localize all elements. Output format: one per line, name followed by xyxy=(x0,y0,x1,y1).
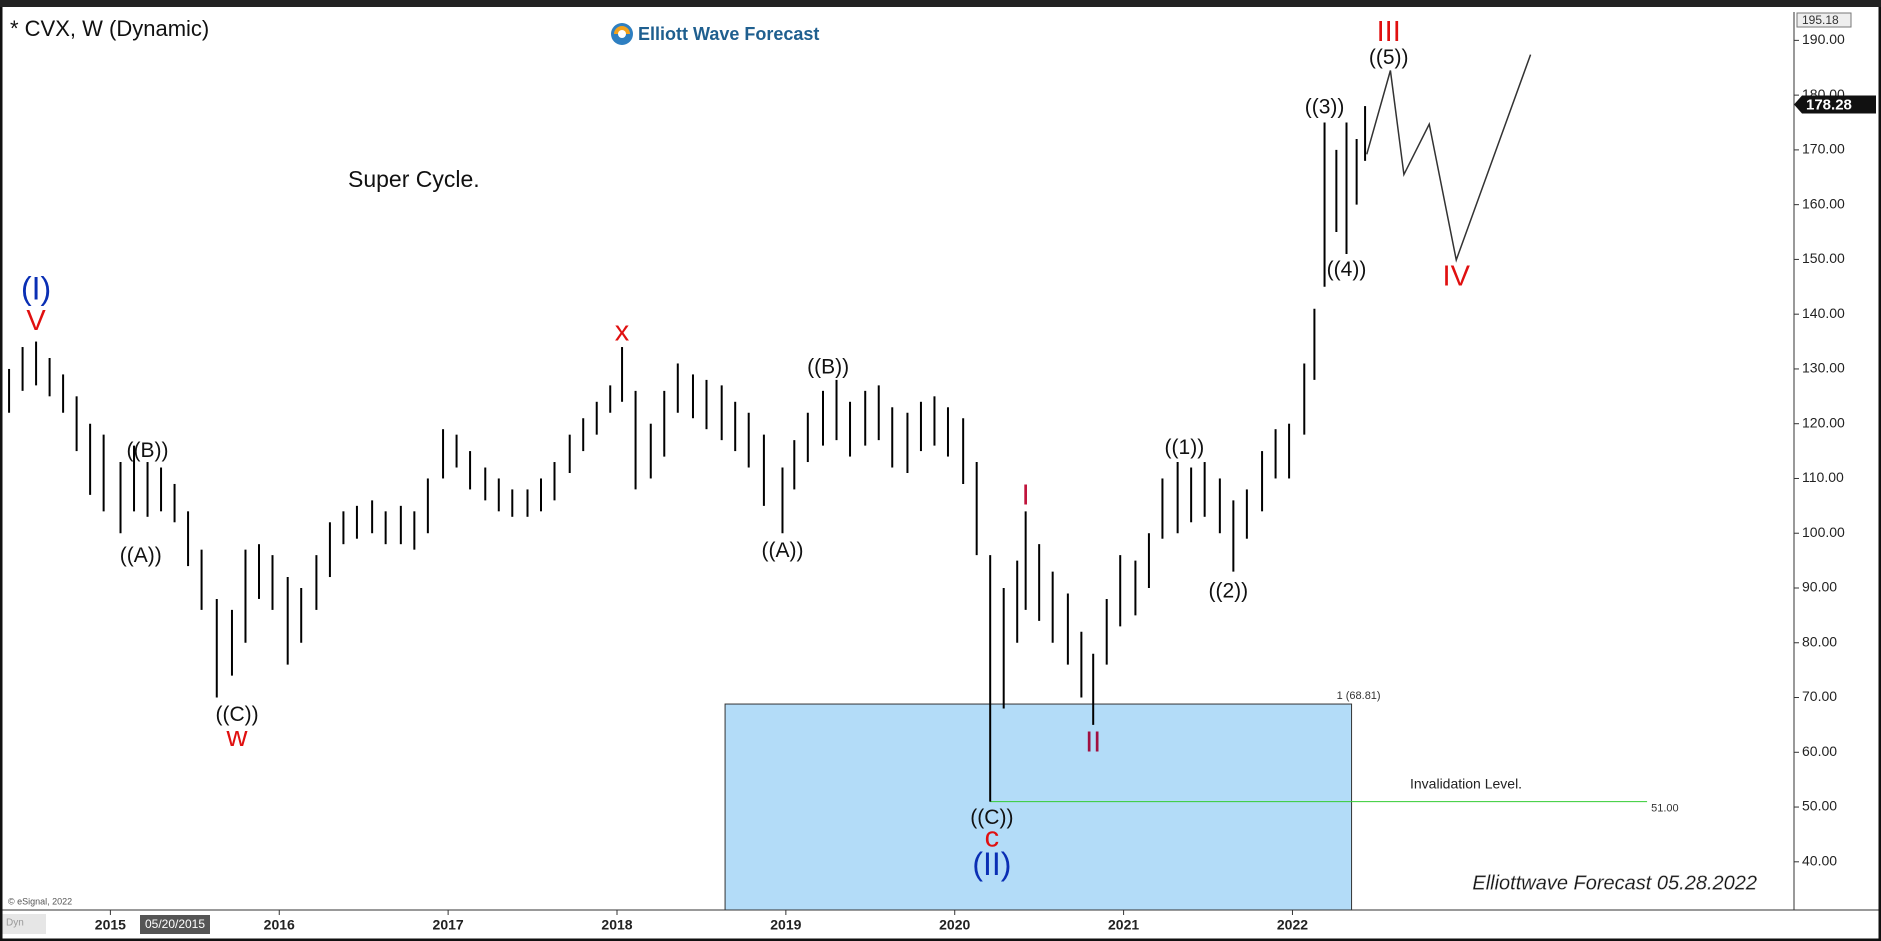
zone-label: 1 (68.81) xyxy=(1337,690,1381,702)
logo-icon-core xyxy=(618,30,626,38)
y-tick-label: 120.00 xyxy=(1802,414,1845,430)
last-price-label: 178.28 xyxy=(1806,97,1852,114)
wave-label: ((B)) xyxy=(127,439,169,462)
logo: Elliott Wave Forecast xyxy=(611,23,819,45)
invalidation-text: Invalidation Level. xyxy=(1410,775,1522,791)
x-tick-label: 2022 xyxy=(1277,917,1308,933)
footer: Elliottwave Forecast 05.28.2022 xyxy=(1472,872,1757,894)
y-tick-label: 170.00 xyxy=(1802,141,1845,157)
range-box xyxy=(1796,12,1852,28)
cursor-date: 05/20/2015 xyxy=(145,917,205,931)
wave-label: (I) xyxy=(21,271,51,307)
projection-path xyxy=(1366,54,1532,263)
x-tick-label: 2018 xyxy=(601,917,632,933)
y-tick-label: 190.00 xyxy=(1802,31,1845,47)
top-bar xyxy=(0,0,1881,7)
y-tick-label: 100.00 xyxy=(1802,524,1845,540)
target-zone xyxy=(724,703,1353,911)
y-tick-label: 40.00 xyxy=(1802,853,1837,869)
x-tick-label: 2015 xyxy=(95,917,126,933)
wave-label: ((C)) xyxy=(215,703,258,726)
last-price-badge xyxy=(1794,95,1876,114)
plot-area: 1 (68.81) Invalidation Level. 51.00 40.00 50… xyxy=(0,12,1881,933)
y-tick-label: 80.00 xyxy=(1802,633,1837,649)
wave-label: x xyxy=(615,315,630,347)
cursor-date-box xyxy=(140,915,210,934)
y-tick-label: 160.00 xyxy=(1802,195,1845,211)
y-tick-label: 150.00 xyxy=(1802,250,1845,266)
wave-label: II xyxy=(1085,727,1101,759)
x-tick-label: 2016 xyxy=(264,917,295,933)
x-tick-label: 2017 xyxy=(433,917,464,933)
wave-label: ((1)) xyxy=(1165,436,1205,459)
wave-label: ((C)) xyxy=(970,806,1013,829)
copyright: © eSignal, 2022 xyxy=(8,896,72,906)
wave-label: V xyxy=(26,305,46,337)
logo-text: Elliott Wave Forecast xyxy=(638,24,819,44)
wave-label: (II) xyxy=(972,846,1011,882)
wave-label: I xyxy=(1022,480,1030,512)
wave-label: ((A)) xyxy=(761,539,803,562)
y-tick-label: 50.00 xyxy=(1802,798,1837,814)
x-tick-label: 2020 xyxy=(939,917,970,933)
x-tick-label: 2019 xyxy=(770,917,801,933)
x-tick-label: 2021 xyxy=(1108,917,1139,933)
wave-label: ((5)) xyxy=(1369,46,1409,69)
wave-label: III xyxy=(1377,16,1401,48)
invalidation-value: 51.00 xyxy=(1651,802,1679,814)
y-tick-label: 90.00 xyxy=(1802,579,1837,595)
y-tick-label: 60.00 xyxy=(1802,743,1837,759)
wave-label: c xyxy=(985,821,1000,853)
wave-label: IV xyxy=(1443,261,1471,293)
chart-title: * CVX, W (Dynamic) xyxy=(10,16,209,41)
subtitle: Super Cycle. xyxy=(348,166,480,192)
wave-label: ((3)) xyxy=(1305,95,1345,118)
y-tick-label: 110.00 xyxy=(1802,469,1844,485)
wave-label: w xyxy=(226,721,249,753)
wave-label: ((B)) xyxy=(807,355,849,378)
range-label: 195.18 xyxy=(1802,13,1839,27)
mode: Dyn xyxy=(6,918,24,929)
mode-box xyxy=(2,914,46,934)
wave-label: ((2)) xyxy=(1208,579,1248,602)
y-tick-label: 130.00 xyxy=(1802,360,1845,376)
y-tick-label: 70.00 xyxy=(1802,688,1837,704)
y-tick-label: 140.00 xyxy=(1802,305,1845,321)
wave-label: ((4)) xyxy=(1327,258,1367,281)
wave-label: ((A)) xyxy=(120,544,162,567)
